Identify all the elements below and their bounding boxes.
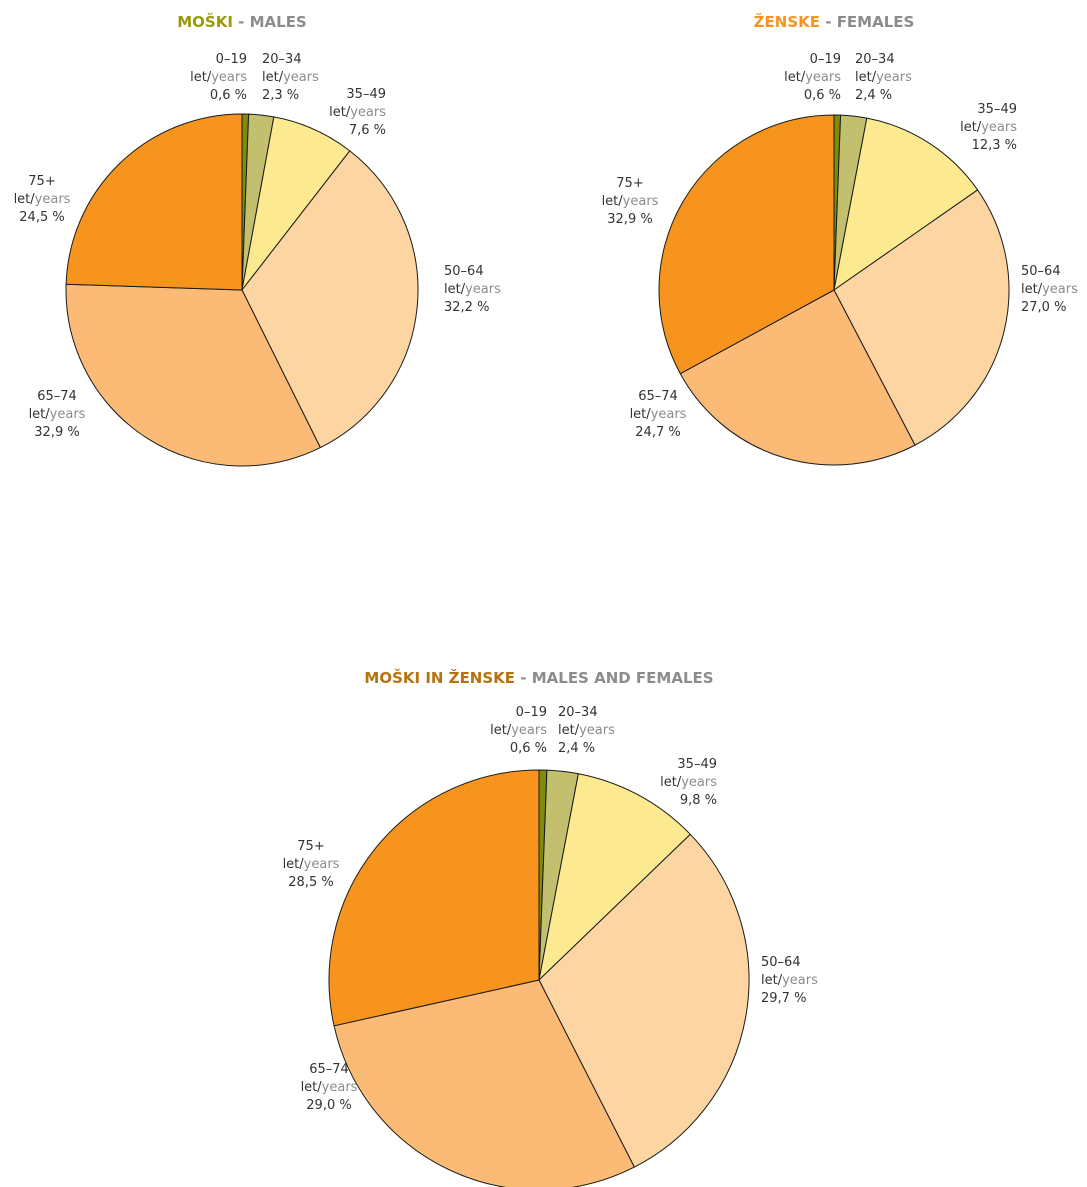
slice-label-value: 32,9 % [607, 212, 652, 227]
slice-label-value: 0,6 % [804, 88, 841, 103]
pie-chart-males-and-females: MOŠKI IN ŽENSKE - MALES AND FEMALES 0–19 l… [283, 668, 818, 1187]
chart-title-en: MALES [250, 13, 307, 31]
slice-label-unit: let/years [630, 407, 687, 422]
slice-label-unit: let/years [1021, 282, 1078, 297]
slice-label-value: 0,6 % [510, 741, 547, 756]
pie-slice-65-74 [679, 289, 916, 466]
slice-label-category: 75+ [616, 176, 643, 191]
slice-label-value: 24,5 % [19, 210, 64, 225]
slice-label-category: 35–49 [346, 87, 386, 102]
slice-label-category: 50–64 [761, 955, 801, 970]
slice-label-unit: let/years [262, 70, 319, 85]
slice-label: 75+ let/years 24,5 % [14, 174, 71, 225]
slice-label: 50–64 let/years 27,0 % [1021, 264, 1078, 315]
slice-label-category: 0–19 [516, 705, 547, 720]
pie-slice-50-64 [833, 189, 1010, 446]
slice-label-category: 35–49 [977, 102, 1017, 117]
slice-label-category: 65–74 [638, 389, 678, 404]
chart-title: MOŠKI - MALES [177, 12, 307, 31]
slice-label-value: 9,8 % [680, 793, 717, 808]
slice-label-category: 20–34 [855, 52, 895, 67]
slice-label-category: 35–49 [677, 757, 717, 772]
slice-label-value: 32,9 % [34, 425, 79, 440]
slice-label-value: 2,3 % [262, 88, 299, 103]
slice-label: 50–64 let/years 32,2 % [444, 264, 501, 315]
pie-slice-75plus [65, 113, 243, 291]
slice-label-category: 50–64 [1021, 264, 1061, 279]
slice-label: 0–19 let/years 0,6 % [190, 52, 247, 103]
pie-slice-65-74 [65, 283, 321, 467]
slice-label-value: 29,7 % [761, 991, 806, 1006]
pie-chart-females: ŽENSKE - FEMALES 0–19 let/years 0,6 % 20–34 l… [602, 12, 1078, 466]
pie-slice-50-64 [538, 833, 750, 1168]
slice-label-unit: let/years [444, 282, 501, 297]
slice-label-value: 27,0 % [1021, 300, 1066, 315]
slice-label-unit: let/years [855, 70, 912, 85]
slice-label-unit: let/years [490, 723, 547, 738]
pie-slice-65-74 [333, 979, 635, 1187]
slice-label: 75+ let/years 32,9 % [602, 176, 659, 227]
slice-label-category: 20–34 [558, 705, 598, 720]
slice-label-value: 24,7 % [635, 425, 680, 440]
slice-label-category: 50–64 [444, 264, 484, 279]
chart-title-local: MOŠKI IN ŽENSKE [364, 668, 515, 687]
slice-label-value: 0,6 % [210, 88, 247, 103]
pie-slice-50-64 [241, 150, 419, 449]
slice-label-category: 65–74 [309, 1062, 349, 1077]
slice-label-unit: let/years [283, 857, 340, 872]
slice-label-unit: let/years [329, 105, 386, 120]
chart-title-local: ŽENSKE [754, 12, 820, 31]
slice-label-unit: let/years [301, 1080, 358, 1095]
slice-label-unit: let/years [14, 192, 71, 207]
slice-label: 75+ let/years 28,5 % [283, 839, 340, 890]
slice-label-value: 28,5 % [288, 875, 333, 890]
slice-label-value: 12,3 % [972, 138, 1017, 153]
slice-label-category: 20–34 [262, 52, 302, 67]
slice-label: 35–49 let/years 9,8 % [660, 757, 717, 808]
chart-title-separator: - [820, 13, 837, 31]
slice-label-category: 75+ [297, 839, 324, 854]
chart-title-separator: - [233, 13, 250, 31]
slice-label: 20–34 let/years 2,3 % [262, 52, 319, 103]
chart-title-en: FEMALES [837, 13, 915, 31]
slice-label-unit: let/years [660, 775, 717, 790]
slice-label: 35–49 let/years 7,6 % [329, 87, 386, 138]
slice-label-value: 2,4 % [855, 88, 892, 103]
chart-title-separator: - [515, 669, 532, 687]
slice-label-value: 7,6 % [349, 123, 386, 138]
slice-label-category: 65–74 [37, 389, 77, 404]
slice-label: 50–64 let/years 29,7 % [761, 955, 818, 1006]
slice-label-unit: let/years [190, 70, 247, 85]
slice-label-unit: let/years [602, 194, 659, 209]
slice-label: 0–19 let/years 0,6 % [490, 705, 547, 756]
pie-slice-75plus [658, 114, 835, 375]
slice-label-unit: let/years [558, 723, 615, 738]
chart-title-local: MOŠKI [177, 12, 233, 31]
slice-label-unit: let/years [761, 973, 818, 988]
slice-label-unit: let/years [29, 407, 86, 422]
slice-label: 65–74 let/years 24,7 % [630, 389, 687, 440]
slice-label-unit: let/years [960, 120, 1017, 135]
slice-label-value: 32,2 % [444, 300, 489, 315]
slice-label-category: 0–19 [810, 52, 841, 67]
slice-label-value: 2,4 % [558, 741, 595, 756]
slice-label: 65–74 let/years 29,0 % [301, 1062, 358, 1113]
slice-label-category: 0–19 [216, 52, 247, 67]
chart-title: MOŠKI IN ŽENSKE - MALES AND FEMALES [364, 668, 713, 687]
slice-label-value: 29,0 % [306, 1098, 351, 1113]
slice-label-category: 75+ [28, 174, 55, 189]
pie-chart-males: MOŠKI - MALES 0–19 let/years 0,6 % 20–34 let/… [14, 12, 501, 467]
chart-title: ŽENSKE - FEMALES [754, 12, 915, 31]
slice-label-unit: let/years [784, 70, 841, 85]
slice-label: 0–19 let/years 0,6 % [784, 52, 841, 103]
slice-label: 65–74 let/years 32,9 % [29, 389, 86, 440]
pie-slice-35-49 [538, 773, 691, 981]
pie-slice-75plus [328, 769, 540, 1027]
pie-slice-35-49 [833, 117, 979, 291]
slice-label: 20–34 let/years 2,4 % [855, 52, 912, 103]
slice-label: 20–34 let/years 2,4 % [558, 705, 615, 756]
slice-label: 35–49 let/years 12,3 % [960, 102, 1017, 153]
chart-title-en: MALES AND FEMALES [532, 669, 714, 687]
